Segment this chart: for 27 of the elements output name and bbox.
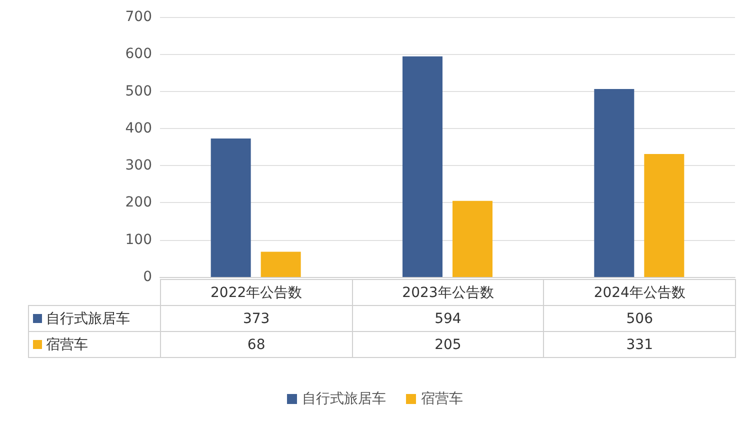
data-label: 205 [352, 332, 544, 358]
bar [644, 154, 684, 277]
data-label: 68 [160, 332, 352, 358]
y-tick-label: 0 [143, 269, 152, 285]
text: 自行式旅居车 [302, 391, 386, 407]
bar [594, 89, 634, 277]
text: 宿营车 [46, 336, 88, 352]
data-label: 506 [544, 306, 736, 332]
bar [210, 138, 251, 277]
x-tick-label: 2024年公告数 [544, 280, 736, 306]
x-tick-label: 2023年公告数 [352, 280, 544, 306]
y-tick-label: 600 [125, 46, 152, 62]
bar [260, 252, 301, 277]
y-tick-label: 700 [125, 9, 152, 25]
bar [452, 200, 492, 277]
data-label: 331 [544, 332, 736, 358]
legend-label: 宿营车 [421, 391, 463, 407]
y-tick-label: 200 [125, 194, 152, 211]
bar [402, 56, 442, 277]
data-label: 594 [352, 306, 544, 332]
y-tick-label: 400 [125, 120, 152, 136]
legend-label: 自行式旅居车 [28, 306, 160, 332]
x-tick-label: 2022年公告数 [160, 280, 352, 306]
y-tick-label: 500 [125, 83, 152, 100]
data-label: 373 [160, 306, 352, 332]
y-tick-label: 100 [125, 232, 152, 248]
y-tick-label: 300 [125, 158, 152, 174]
